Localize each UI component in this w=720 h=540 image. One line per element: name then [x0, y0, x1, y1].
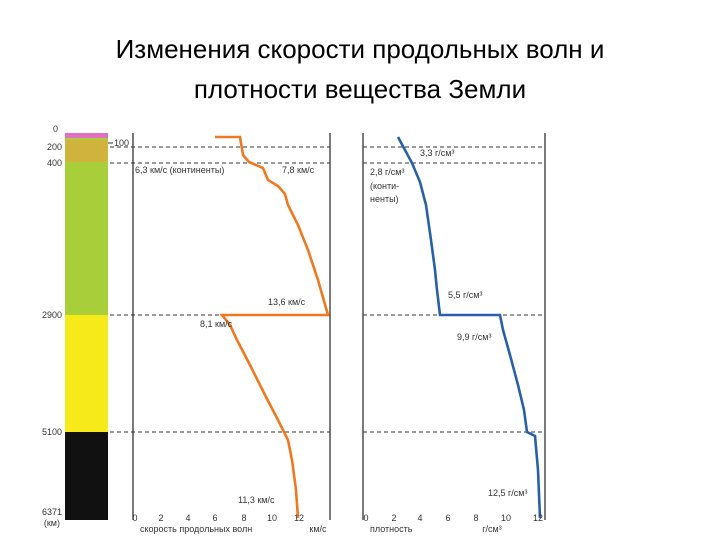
density-curve	[396, 136, 542, 519]
tick-label: 2	[391, 513, 396, 523]
depth-marker: 100	[114, 138, 129, 148]
title-line: Изменения скорости продольных волн и	[116, 34, 605, 64]
tick-label: 0	[363, 513, 368, 523]
depth-label: 0	[53, 124, 58, 134]
tick-label: 12	[533, 513, 543, 523]
annotation: 9,9 г/см³	[457, 332, 491, 342]
annotation: 7,8 км/с	[282, 165, 315, 175]
tick-label: 6	[445, 513, 450, 523]
panels	[132, 133, 546, 520]
annotation: 5,5 г/см³	[448, 290, 482, 300]
annotation: 11,3 км/с	[238, 495, 275, 505]
tick-label: 12	[294, 513, 304, 523]
tick-label: 0	[132, 513, 137, 523]
depth-label: 5100	[42, 427, 62, 437]
velocity-curve	[215, 135, 330, 519]
tick-label: 2	[158, 513, 163, 523]
axis-unit: г/см³	[482, 524, 501, 534]
axis-unit: км/с	[309, 524, 327, 534]
annotation: 6,3 км/с (континенты)	[135, 165, 224, 175]
tick-label: 10	[267, 513, 277, 523]
axis-label: плотность	[370, 524, 413, 534]
title-line: плотности вещества Земли	[194, 74, 526, 104]
annotation: 8,1 км/с	[200, 319, 233, 329]
annotation: (конти-	[370, 181, 399, 191]
tick-label: 4	[417, 513, 422, 523]
annotation: 3,3 г/см³	[420, 148, 454, 158]
boundaries	[110, 146, 545, 433]
annotation: 13,6 км/с	[268, 297, 306, 307]
annotation: ненты)	[370, 194, 399, 204]
axis-label: скорость продольных волн	[140, 524, 252, 534]
tick-label: 6	[212, 513, 217, 523]
depth-label: (км)	[44, 518, 60, 528]
tick-label: 10	[501, 513, 511, 523]
depth-label: 400	[47, 158, 62, 168]
tick-label: 8	[241, 513, 246, 523]
tick-label: 8	[473, 513, 478, 523]
tick-label: 4	[185, 513, 190, 523]
depth-label: 200	[47, 142, 62, 152]
annotation: 12,5 г/см³	[488, 488, 528, 498]
earth-layers	[65, 133, 113, 520]
depth-label: 2900	[42, 310, 62, 320]
annotation: 2,8 г/см³	[370, 167, 404, 177]
depth-label: 6371	[42, 507, 62, 517]
